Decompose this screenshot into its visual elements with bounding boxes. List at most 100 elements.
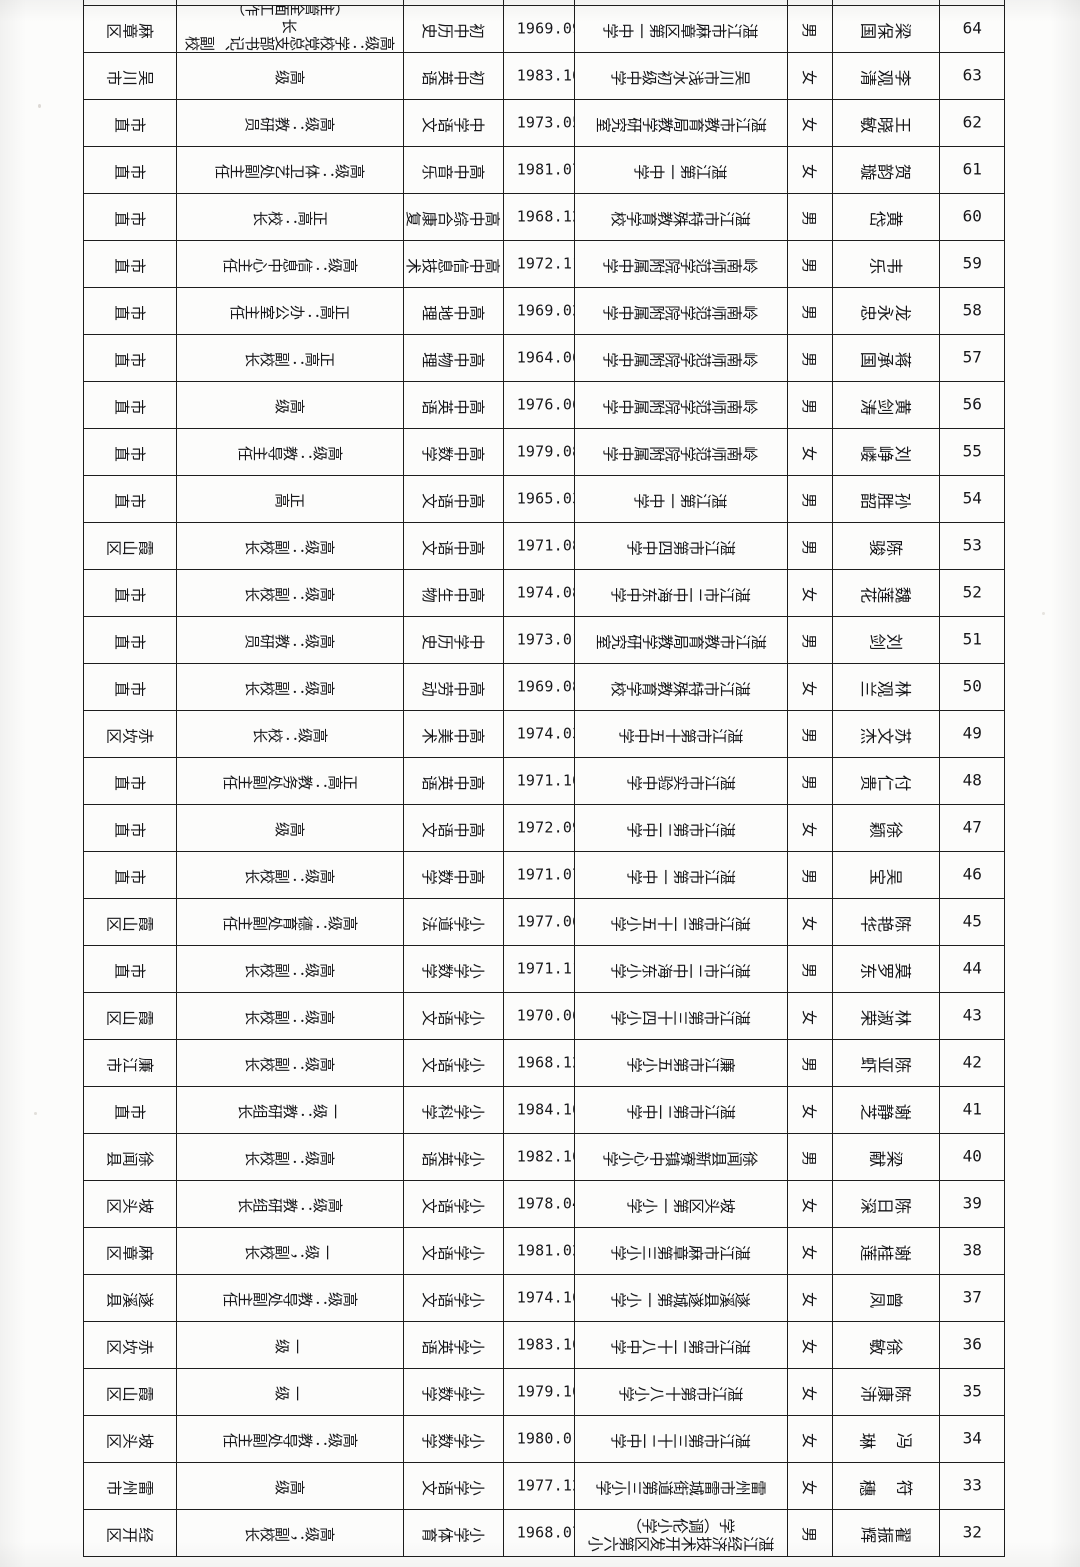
cell-text: 47 bbox=[962, 817, 982, 837]
cell-sex-row-42: 男 bbox=[787, 1039, 833, 1087]
cell-text: 1974.08 bbox=[516, 583, 575, 602]
cell-text: 34 bbox=[962, 1428, 982, 1448]
cell-school-row-49: 湛江市第十五中学 bbox=[574, 710, 788, 758]
cell-no-row-62: 62 bbox=[939, 99, 1005, 147]
cell-no-row-33: 33 bbox=[939, 1462, 1005, 1510]
cell-text: 市直 bbox=[114, 161, 146, 180]
cell-school-row-46: 湛江市第一中学 bbox=[574, 851, 788, 899]
cell-text: 高级：信息中心主任 bbox=[222, 255, 358, 274]
cell-subject-row-51: 中学历史 bbox=[403, 616, 504, 664]
cell-text: 1974.03 bbox=[516, 724, 575, 743]
cell-title-row-33: 高级 bbox=[176, 1462, 404, 1510]
cell-region-row-60: 市直 bbox=[83, 193, 177, 241]
cell-subject-row-58: 高中地理 bbox=[403, 287, 504, 335]
cell-sex-row-41: 女 bbox=[787, 1086, 833, 1134]
cell-subject-row-65: 初中数学 bbox=[403, 0, 504, 6]
cell-sex-row-62: 女 bbox=[787, 99, 833, 147]
cell-text: 高级：教研员 bbox=[245, 631, 335, 650]
cell-text: 1979.08 bbox=[516, 442, 575, 461]
cell-text: 1973.01 bbox=[516, 630, 575, 649]
cell-text: 市直 bbox=[114, 866, 146, 885]
cell-text: 湛江市特殊教育学校 bbox=[611, 208, 751, 227]
cell-text: 1971.07 bbox=[516, 865, 575, 884]
cell-text: 小学数学 bbox=[421, 1383, 485, 1402]
cell-subject-row-48: 高中英语 bbox=[403, 757, 504, 805]
cell-region-row-65: 徐闻县 bbox=[83, 0, 177, 6]
cell-region-row-56: 市直 bbox=[83, 381, 177, 429]
cell-subject-row-43: 小学语文 bbox=[403, 992, 504, 1040]
cell-text: 女 bbox=[802, 1195, 818, 1214]
cell-region-row-36: 赤坎区 bbox=[83, 1321, 177, 1369]
cell-text: 1971.10 bbox=[516, 771, 575, 790]
cell-no-row-49: 49 bbox=[939, 710, 1005, 758]
cell-text: 1980.01 bbox=[516, 1429, 575, 1448]
cell-no-row-34: 34 bbox=[939, 1415, 1005, 1463]
cell-text: 陈亚虾 bbox=[860, 1053, 912, 1073]
cell-school-row-33: 雷州市雷城街道第三小学 bbox=[574, 1462, 788, 1510]
cell-text: 女 bbox=[802, 1383, 818, 1402]
cell-text: 高级；副校长 bbox=[245, 1524, 335, 1543]
cell-text: 男 bbox=[802, 490, 818, 509]
cell-no-row-63: 63 bbox=[939, 52, 1005, 100]
cell-school-row-34: 湛江市第三十二中学 bbox=[574, 1415, 788, 1463]
cell-no-row-48: 48 bbox=[939, 757, 1005, 805]
cell-text: 38 bbox=[962, 1240, 982, 1260]
cell-date-row-41: 1984.10 bbox=[503, 1086, 575, 1134]
cell-title-row-46: 高级：副校长 bbox=[176, 851, 404, 899]
cell-text: 高级：副校长 bbox=[245, 537, 335, 556]
cell-no-row-53: 53 bbox=[939, 522, 1005, 570]
cell-text: 1979.10 bbox=[516, 1382, 575, 1401]
cell-text: 52 bbox=[962, 582, 982, 602]
cell-text: 女 bbox=[802, 443, 818, 462]
cell-text: 湛江市第十五中学 bbox=[618, 725, 743, 744]
cell-date-row-55: 1979.08 bbox=[503, 428, 575, 476]
cell-school-row-36: 湛江市第二十八中学 bbox=[574, 1321, 788, 1369]
cell-title-row-41: 一级：教研组长 bbox=[176, 1086, 404, 1134]
cell-text: 高中语文 bbox=[421, 537, 485, 556]
cell-sex-row-39: 女 bbox=[787, 1180, 833, 1228]
cell-name-row-65: 张耀团 bbox=[832, 0, 940, 6]
cell-text: 高级：副校长 bbox=[245, 584, 335, 603]
cell-school-row-63: 吴川市浅水初级中学 bbox=[574, 52, 788, 100]
cell-date-row-40: 1982.10 bbox=[503, 1133, 575, 1181]
cell-subject-row-46: 高中数学 bbox=[403, 851, 504, 899]
cell-region-row-48: 市直 bbox=[83, 757, 177, 805]
cell-region-row-55: 市直 bbox=[83, 428, 177, 476]
cell-region-row-59: 市直 bbox=[83, 240, 177, 288]
cell-sex-row-60: 男 bbox=[787, 193, 833, 241]
cell-text: 黄剑涛 bbox=[860, 395, 912, 415]
cell-text: 高级：德育处副主任 bbox=[222, 913, 358, 932]
cell-date-row-42: 1968.12 bbox=[503, 1039, 575, 1087]
cell-text: 初中历史 bbox=[421, 20, 485, 39]
cell-subject-row-44: 小学数学 bbox=[403, 945, 504, 993]
cell-school-row-43: 湛江市第三十四小学 bbox=[574, 992, 788, 1040]
cell-text: 1978.04 bbox=[516, 1194, 575, 1213]
cell-date-row-35: 1979.10 bbox=[503, 1368, 575, 1416]
cell-region-row-64: 麻章区 bbox=[83, 5, 177, 53]
cell-text: 湛江经济技术开发区第六小学（调伦小学） bbox=[587, 1516, 774, 1552]
cell-region-row-57: 市直 bbox=[83, 334, 177, 382]
cell-text: 市直 bbox=[114, 678, 146, 697]
cell-text: 男 bbox=[802, 537, 818, 556]
cell-text: 市直 bbox=[114, 584, 146, 603]
cell-text: 1965.03 bbox=[516, 489, 575, 508]
cell-text: 53 bbox=[962, 535, 982, 555]
cell-text: 湛江第一中学 bbox=[634, 490, 728, 509]
cell-text: 60 bbox=[962, 206, 982, 226]
cell-region-row-34: 坡头区 bbox=[83, 1415, 177, 1463]
cell-title-row-47: 高级 bbox=[176, 804, 404, 852]
cell-text: 39 bbox=[962, 1193, 982, 1213]
cell-region-row-38: 麻章区 bbox=[83, 1227, 177, 1275]
cell-text: 岭南师范学院附属中学 bbox=[603, 255, 759, 274]
cell-date-row-51: 1973.01 bbox=[503, 616, 575, 664]
cell-name-row-55: 刘峥嵝 bbox=[832, 428, 940, 476]
cell-school-row-37: 遂溪县遂城第一小学 bbox=[574, 1274, 788, 1322]
cell-text: 女 bbox=[802, 114, 818, 133]
cell-text: 男 bbox=[802, 208, 818, 227]
cell-title-row-49: 高级：校长 bbox=[176, 710, 404, 758]
cell-school-row-39: 坡头区第一小学 bbox=[574, 1180, 788, 1228]
cell-title-row-48: 正高：教务处副主任 bbox=[176, 757, 404, 805]
cell-text: 57 bbox=[962, 347, 982, 367]
cell-date-row-37: 1974.10 bbox=[503, 1274, 575, 1322]
